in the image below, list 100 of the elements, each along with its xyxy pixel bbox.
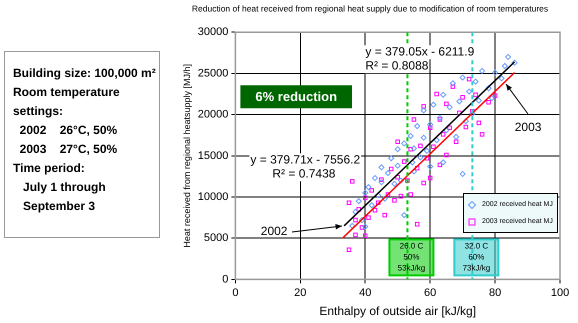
point xyxy=(450,84,456,89)
point xyxy=(410,168,417,174)
point xyxy=(440,159,446,166)
point xyxy=(488,95,495,102)
point xyxy=(408,146,413,152)
point xyxy=(428,126,432,130)
point xyxy=(502,62,508,69)
point xyxy=(512,60,518,66)
point xyxy=(356,207,362,212)
point xyxy=(402,159,406,164)
point xyxy=(476,98,482,104)
point xyxy=(456,98,462,104)
point xyxy=(460,95,465,100)
point xyxy=(362,190,368,196)
point xyxy=(438,162,442,168)
point xyxy=(424,156,430,161)
point xyxy=(440,132,446,137)
ref-line-label: 32.0 C 60% 73kJ/kg xyxy=(462,242,490,273)
point xyxy=(427,164,434,170)
y-axis-title: Heat received from regional heatsupply [MJ/h] xyxy=(182,64,192,248)
annotation: y = 379.05x - 6211.9 R² = 0.8088 xyxy=(365,44,475,73)
point xyxy=(498,75,505,82)
point xyxy=(366,215,371,220)
point xyxy=(395,174,400,180)
x-tick-label: 0 xyxy=(232,287,238,300)
point xyxy=(408,133,414,140)
annotation: 2002 xyxy=(260,224,288,238)
point xyxy=(401,140,408,146)
point xyxy=(346,200,352,206)
point xyxy=(378,164,384,170)
point xyxy=(382,212,387,218)
point xyxy=(431,144,436,150)
point xyxy=(417,154,424,160)
point xyxy=(384,170,391,176)
point xyxy=(372,175,378,182)
point xyxy=(505,54,512,60)
x-tick-label: 20 xyxy=(294,287,306,300)
point xyxy=(414,222,420,226)
point xyxy=(479,68,486,74)
point xyxy=(412,117,416,122)
x-tick-label: 60 xyxy=(424,287,436,300)
point xyxy=(405,178,410,183)
point xyxy=(378,179,384,186)
point xyxy=(473,92,478,98)
point xyxy=(492,70,498,76)
point xyxy=(446,104,453,110)
point xyxy=(353,218,358,222)
text: Building size: 100,000 m² Room temperature settings: 2002 26°C, 50% 2003 27°C, 50% Time period: July 1 through September 3 xyxy=(4,51,160,238)
point xyxy=(450,80,456,86)
point xyxy=(362,224,368,230)
point xyxy=(362,196,368,200)
point xyxy=(418,144,423,148)
point xyxy=(444,102,449,106)
point xyxy=(460,74,466,81)
point xyxy=(368,202,375,208)
point xyxy=(421,180,426,186)
x-tick-label: 80 xyxy=(488,287,502,300)
y-tick-label: 25000 xyxy=(198,67,228,80)
point xyxy=(443,127,450,134)
point xyxy=(420,107,427,114)
point xyxy=(398,194,404,198)
point xyxy=(410,145,417,152)
point xyxy=(414,166,420,170)
y-tick-label: 0 xyxy=(222,273,228,286)
point xyxy=(436,114,443,121)
point xyxy=(466,76,472,82)
point xyxy=(486,85,492,92)
point xyxy=(486,100,491,105)
point xyxy=(365,184,372,190)
y-tick-label: 5000 xyxy=(204,232,228,244)
point xyxy=(427,121,434,128)
point xyxy=(350,179,355,184)
chart-title: Reduction of heat received from regional heat supply due to modification of room temperatures xyxy=(192,3,548,14)
x-tick-label: 100 xyxy=(550,287,570,300)
y-tick-label: 15000 xyxy=(198,150,228,162)
point xyxy=(480,132,484,137)
point xyxy=(440,92,446,98)
annotation: 2003 xyxy=(514,120,542,134)
point xyxy=(372,208,378,212)
point xyxy=(444,152,449,158)
point xyxy=(421,104,426,109)
y-tick-label: 10000 xyxy=(198,191,228,204)
point xyxy=(447,126,452,130)
annotation: y = 379.71x - 7556.2 R² = 0.7438 xyxy=(250,152,360,181)
point xyxy=(386,192,390,197)
point xyxy=(391,180,398,187)
point xyxy=(453,134,460,140)
x-axis-title: Enthalpy of outside air [kJ/kg] xyxy=(319,304,476,318)
point xyxy=(492,93,498,98)
point xyxy=(379,177,384,182)
point xyxy=(430,102,436,108)
point xyxy=(428,176,432,180)
point xyxy=(438,117,442,122)
point xyxy=(401,212,408,218)
point xyxy=(395,140,400,144)
point xyxy=(376,200,380,206)
point xyxy=(369,188,374,193)
point xyxy=(414,123,420,130)
point xyxy=(409,159,416,166)
point xyxy=(424,148,430,154)
